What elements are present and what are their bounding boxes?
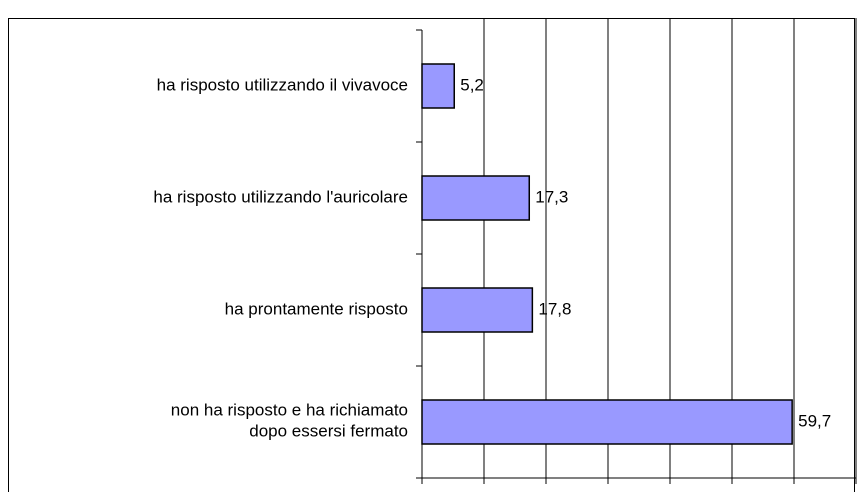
y-tick-label: ha prontamente risposto [225, 299, 408, 318]
bar [421, 287, 534, 333]
y-tick-label: ha risposto utilizzando l'auricolare [153, 187, 408, 206]
bar [421, 63, 455, 109]
bar [421, 399, 793, 445]
bar [421, 175, 531, 221]
y-tick-label: non ha risposto e ha richiamato dopo esse… [171, 401, 408, 441]
data-label: 17,8 [538, 299, 571, 318]
data-label: 17,3 [535, 187, 568, 206]
data-label: 59,7 [798, 411, 831, 430]
chart-frame [8, 18, 855, 492]
data-label: 5,2 [460, 75, 484, 94]
y-tick-label: ha risposto utilizzando il vivavoce [157, 75, 408, 94]
